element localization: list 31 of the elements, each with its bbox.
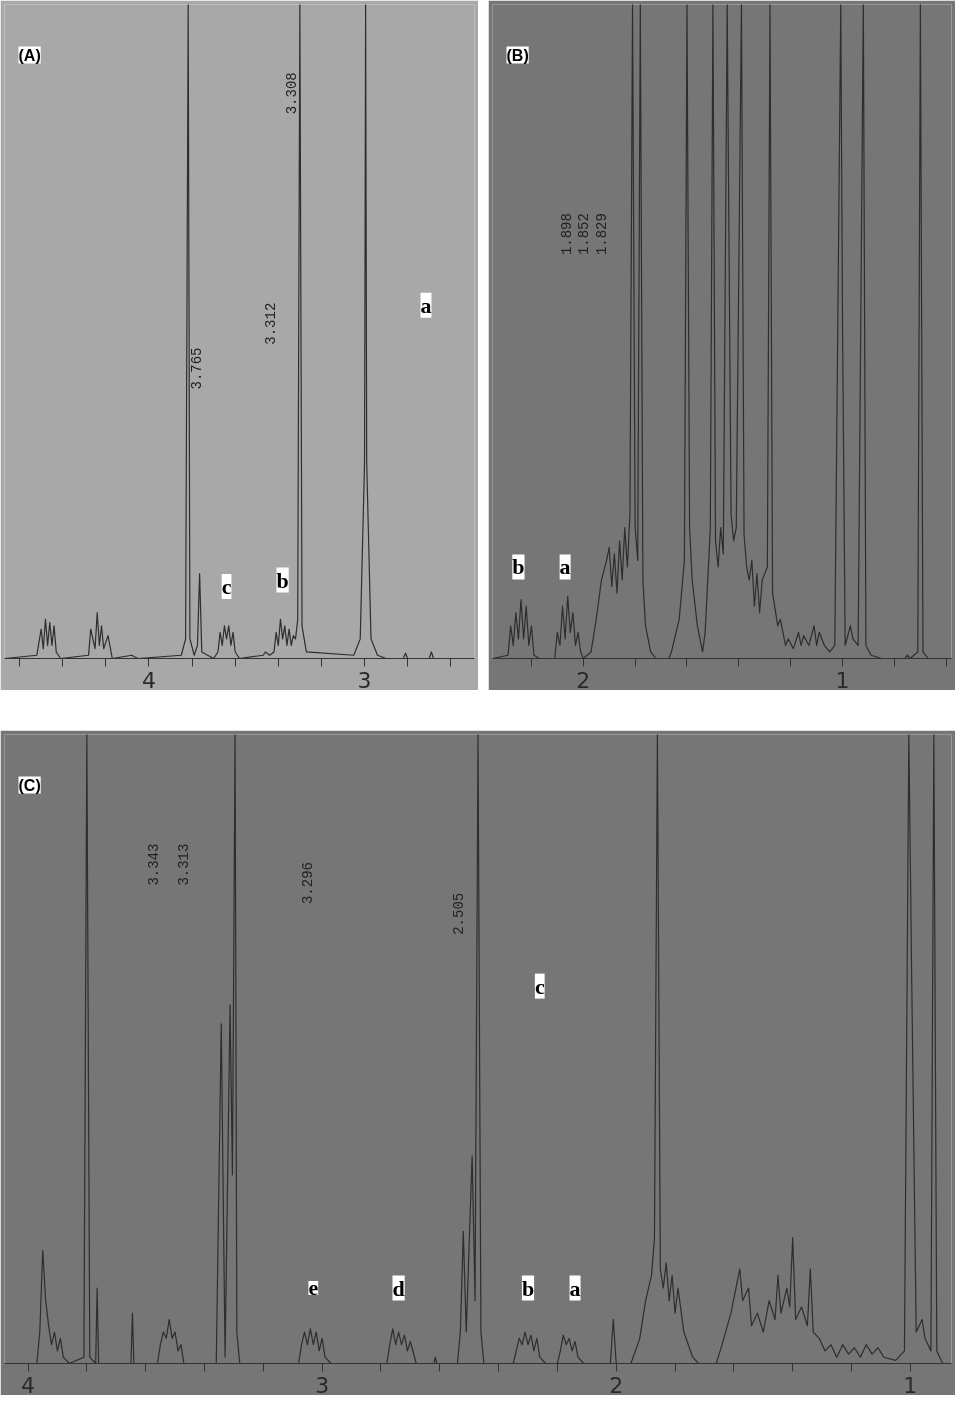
annotation: 3.313 xyxy=(176,843,193,886)
annotation: (B) xyxy=(506,46,529,64)
annotation: b xyxy=(512,554,525,580)
annotation: 1.852 xyxy=(576,213,593,256)
x-tick-label: 3 xyxy=(315,1372,330,1398)
annotation: c xyxy=(534,973,545,999)
annotation: a xyxy=(420,292,432,318)
annotation: 3.312 xyxy=(262,302,279,345)
annotation: c xyxy=(221,574,232,600)
x-tick-label: 1 xyxy=(903,1372,918,1398)
annotation: 2.505 xyxy=(451,892,468,935)
annotation: e xyxy=(308,1275,319,1301)
x-tick-label: 4 xyxy=(21,1372,36,1398)
x-tick-label: 2 xyxy=(576,667,591,693)
annotation: 3.343 xyxy=(145,843,162,886)
annotation: 1.829 xyxy=(593,213,610,256)
annotation: d xyxy=(392,1275,405,1301)
x-tick-label: 1 xyxy=(835,667,850,693)
x-tick-label: 2 xyxy=(609,1372,624,1398)
annotation: b xyxy=(276,567,289,593)
annotation: a xyxy=(569,1275,581,1301)
annotation: 3.296 xyxy=(300,862,317,905)
annotation: 3.765 xyxy=(188,347,205,390)
annotation: (C) xyxy=(18,776,41,794)
annotation: 1.898 xyxy=(558,213,575,256)
x-tick-label: 3 xyxy=(357,667,372,693)
annotation: a xyxy=(559,554,571,580)
x-tick-label: 4 xyxy=(141,667,156,693)
annotation: (A) xyxy=(18,46,41,64)
annotation: b xyxy=(521,1275,535,1301)
annotation: 3.308 xyxy=(284,72,301,115)
